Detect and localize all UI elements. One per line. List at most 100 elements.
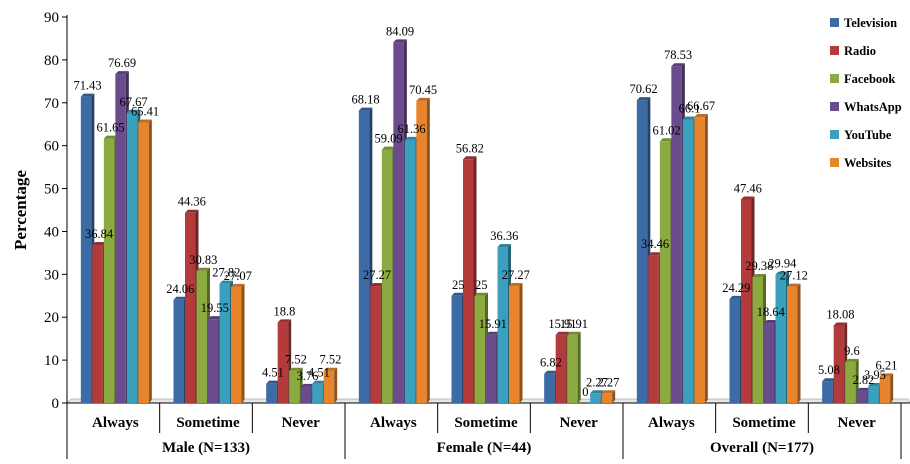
bar-front [694,117,705,403]
bar-youtube [219,280,233,403]
bar-front [879,376,891,403]
bar-top [312,380,326,384]
bar-front [404,139,416,403]
bar-front [300,386,312,403]
bar-front [845,361,856,403]
bar-top [856,387,871,391]
bar-top [474,292,488,296]
data-label: 36.84 [85,227,114,241]
bar-front [358,110,370,403]
category-labels: Always Sometime Never Always Sometime Never Al… [92,415,876,456]
bar-radio [741,196,755,403]
group-label: Female (N=44) [437,440,532,456]
y-axis-label: Percentage [11,170,30,250]
legend-swatch [830,46,839,55]
bar-side [241,283,245,403]
bar-youtube [126,109,141,404]
bar-front [497,247,508,403]
bar-front [115,74,126,403]
bar-side [426,97,430,403]
bar-television [358,107,373,403]
bar-top [590,390,604,394]
bar-top [173,296,187,300]
category-label: Sometime [732,415,796,431]
bar-top [404,136,419,140]
category-label: Sometime [454,415,518,431]
bar-whatsapp [856,387,871,403]
bar-top [103,135,118,139]
data-label: 56.82 [456,141,484,155]
bar-top [138,119,152,123]
bar-whatsapp [486,331,500,403]
data-label: 4.51 [308,366,330,380]
data-label: 66.67 [687,99,715,113]
bar-television [544,370,558,403]
bar-television [173,296,187,403]
bar-top [729,295,743,299]
bar-top [694,114,708,118]
bar-youtube [682,116,697,403]
y-tick-label: 30 [44,267,59,283]
bar-front [555,334,567,403]
data-label: 47.46 [734,181,762,195]
bar-top [277,319,292,323]
bar-websites [787,283,801,403]
bar-front [764,323,775,403]
bar-top [497,244,511,248]
data-label: 5.08 [818,363,840,377]
bar-websites [231,283,245,403]
bar-top [682,116,697,120]
bar-front [208,319,219,403]
data-label: 27.07 [224,269,252,283]
data-label: 36.36 [490,229,518,243]
legend-label: YouTube [844,128,892,142]
data-label: 3.95 [864,368,886,382]
bar-front [752,276,763,403]
legend-item-youtube: YouTube [830,128,892,142]
bar-top [879,373,894,377]
bar-front [741,199,752,403]
bars [80,39,894,404]
bar-front [868,386,879,403]
group-label: Male (N=133) [162,440,250,456]
y-tick-label: 60 [44,139,59,155]
data-label: 78.53 [664,48,692,62]
bar-front [856,390,868,403]
bar-side [612,390,616,403]
bar-front [636,100,648,404]
data-labels: 71.43 24.06 4.51 68.18 25 6.82 70.62 24.29 5.08 3… [74,24,898,399]
bar-top [601,390,616,394]
bar-top [636,97,651,101]
data-label: 6.21 [875,358,897,372]
y-tick-label: 90 [44,10,59,26]
bar-top [752,273,766,277]
bar-front [289,370,300,403]
data-label: 34.46 [641,237,669,251]
bar-radio [92,241,106,403]
group-label: Overall (N=177) [710,440,814,456]
data-label: 25 [452,278,465,292]
legend-item-television: Television [830,16,897,30]
bar-top [868,383,882,387]
bar-top [787,283,801,287]
bar-top [764,320,778,324]
y-tick-label: 10 [44,353,59,369]
bar-top [486,331,500,335]
legend-item-websites: Websites [830,156,891,170]
bar-top [741,196,755,200]
bar-top [509,283,523,287]
bar-websites [416,97,430,403]
bar-front [231,286,242,403]
bar-top [358,107,373,111]
bar-front [486,334,497,403]
bar-front [173,299,184,403]
data-label: 65.41 [131,104,159,118]
bar-television [451,292,465,403]
category-label: Sometime [176,415,240,431]
data-label: 0 [582,385,588,399]
data-label: 70.45 [409,83,437,97]
bar-top [567,331,581,335]
bar-television [266,380,280,403]
category-label: Always [92,415,139,431]
